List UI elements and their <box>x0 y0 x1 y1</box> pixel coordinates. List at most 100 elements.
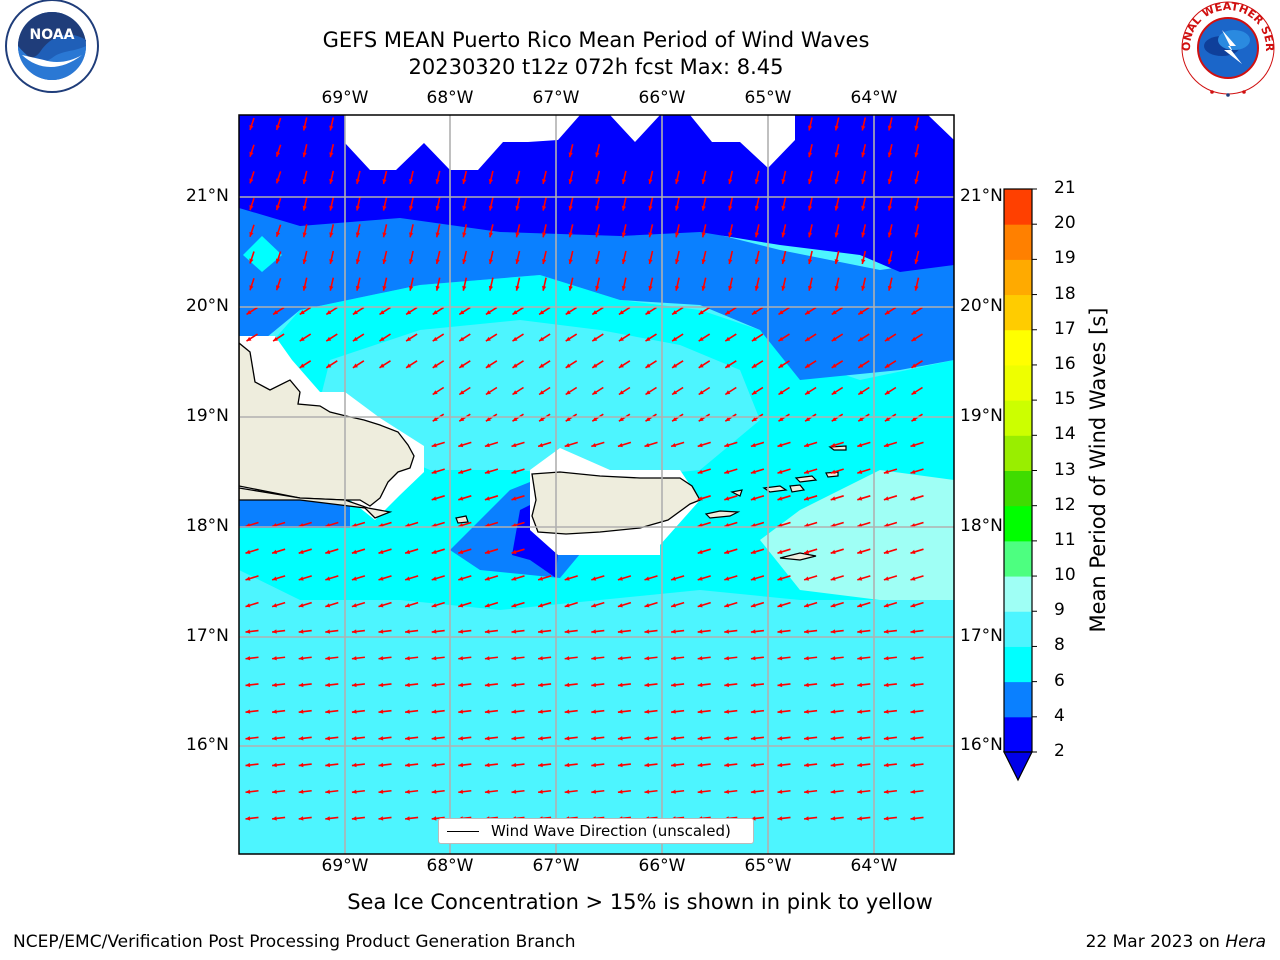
wave-direction-arrow <box>298 601 312 608</box>
wave-direction-arrow <box>591 762 605 768</box>
wave-direction-arrow <box>511 629 525 634</box>
wave-direction-arrow <box>777 601 791 608</box>
wave-direction-arrow <box>458 629 472 634</box>
colorbar-segment <box>1004 505 1032 542</box>
wave-direction-arrow <box>883 441 898 448</box>
wave-direction-arrow <box>515 197 521 211</box>
wave-direction-arrow <box>724 736 738 741</box>
wave-direction-arrow <box>249 251 255 264</box>
wave-direction-arrow <box>458 789 472 794</box>
land-mona <box>455 515 469 524</box>
wave-direction-arrow <box>883 816 897 821</box>
wave-direction-arrow <box>724 682 738 688</box>
wave-direction-arrow <box>538 656 552 661</box>
wave-direction-arrow <box>355 250 361 265</box>
wave-direction-arrow <box>777 575 791 581</box>
wave-direction-arrow <box>857 333 870 342</box>
wave-direction-arrow <box>834 277 840 291</box>
wave-direction-arrow <box>271 575 286 581</box>
wave-direction-arrow <box>249 171 255 184</box>
wave-direction-arrow <box>777 468 791 474</box>
wave-direction-arrow <box>458 601 472 608</box>
wave-direction-arrow <box>595 197 601 211</box>
wave-direction-arrow <box>325 575 339 581</box>
wave-direction-arrow <box>564 441 578 448</box>
wave-direction-arrow <box>249 117 255 131</box>
period-band-9 <box>760 470 954 600</box>
wave-direction-arrow <box>564 682 578 688</box>
wave-direction-arrow <box>485 386 498 396</box>
wave-direction-arrow <box>671 762 685 768</box>
colorbar-segment <box>1004 470 1032 507</box>
colorbar-segment <box>1004 400 1032 436</box>
wave-direction-arrow <box>914 117 920 131</box>
wave-direction-arrow <box>511 601 525 608</box>
wave-direction-arrow <box>462 277 468 291</box>
wave-direction-arrow <box>830 709 844 714</box>
wave-direction-arrow <box>617 762 631 768</box>
wave-direction-arrow <box>857 816 871 821</box>
wave-direction-arrow <box>249 224 255 238</box>
wave-direction-arrow <box>564 789 578 794</box>
wave-direction-arrow <box>404 548 419 554</box>
wave-direction-arrow <box>568 277 574 291</box>
wave-direction-arrow <box>830 816 844 821</box>
wave-direction-arrow <box>644 789 658 794</box>
wave-direction-arrow <box>674 170 680 185</box>
wave-direction-arrow <box>803 575 818 581</box>
wave-direction-arrow <box>857 360 870 369</box>
wave-direction-arrow <box>432 333 445 342</box>
map-frame <box>238 114 955 855</box>
wave-direction-arrow <box>431 682 445 688</box>
wave-direction-arrow <box>670 575 685 581</box>
wave-direction-arrow <box>831 386 844 396</box>
wave-direction-arrow <box>834 117 840 131</box>
colorbar-tick-label: 2 <box>1054 741 1065 761</box>
wave-direction-arrow <box>511 575 525 581</box>
colorbar-tick-label: 13 <box>1054 459 1076 480</box>
wave-direction-arrow <box>568 197 574 211</box>
colorbar-tick-label: 20 <box>1054 213 1076 234</box>
wave-direction-arrow <box>302 117 308 131</box>
wave-direction-arrow <box>617 682 631 688</box>
wave-direction-arrow <box>272 736 286 741</box>
wave-direction-arrow <box>591 360 604 369</box>
wave-direction-arrow <box>724 656 738 661</box>
chart-title: GEFS MEAN Puerto Rico Mean Period of Win… <box>322 28 870 52</box>
lon-bottom-label: 66°W <box>638 856 686 876</box>
wave-direction-arrow <box>272 306 285 316</box>
wave-direction-arrow <box>245 789 259 794</box>
wave-direction-arrow <box>272 816 286 821</box>
wave-direction-arrow <box>564 601 578 608</box>
wave-direction-arrow <box>751 386 764 396</box>
wave-direction-arrow <box>781 277 787 291</box>
wave-direction-arrow <box>325 629 339 634</box>
wave-direction-arrow <box>564 629 578 634</box>
wave-direction-arrow <box>857 441 871 448</box>
wave-direction-arrow <box>857 575 871 581</box>
wave-direction-arrow <box>271 548 286 554</box>
wave-direction-arrow <box>272 629 286 634</box>
lat-right-label: 16°N <box>960 735 1003 755</box>
wave-direction-arrow <box>883 736 897 741</box>
wave-direction-arrow <box>564 736 578 741</box>
wave-direction-arrow <box>515 170 521 185</box>
wave-direction-arrow <box>405 816 419 821</box>
wave-direction-arrow <box>538 789 552 794</box>
wave-direction-arrow <box>698 306 711 316</box>
wave-direction-arrow <box>644 656 658 661</box>
lon-top-label: 68°W <box>426 88 474 108</box>
wave-direction-arrow <box>405 762 419 768</box>
wave-direction-arrow <box>565 386 578 396</box>
wave-direction-arrow <box>648 170 654 185</box>
wave-direction-arrow <box>245 601 259 608</box>
wave-direction-arrow <box>564 762 578 768</box>
wave-direction-arrow <box>435 250 441 265</box>
wave-direction-arrow <box>351 816 365 821</box>
wave-direction-arrow <box>724 468 738 474</box>
colorbar-tick-label: 21 <box>1054 178 1076 198</box>
wave-direction-arrow <box>697 468 711 474</box>
wave-direction-arrow <box>462 250 468 265</box>
wave-direction-arrow <box>807 197 813 211</box>
wave-direction-arrow <box>485 333 498 342</box>
